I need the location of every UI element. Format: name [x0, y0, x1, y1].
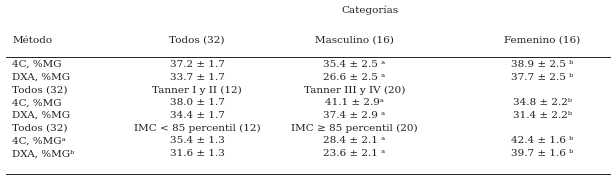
Text: 42.4 ± 1.6 ᵇ: 42.4 ± 1.6 ᵇ: [511, 136, 573, 146]
Text: 37.2 ± 1.7: 37.2 ± 1.7: [169, 60, 225, 69]
Text: 39.7 ± 1.6 ᵇ: 39.7 ± 1.6 ᵇ: [511, 149, 573, 158]
Text: DXA, %MGᵇ: DXA, %MGᵇ: [12, 149, 75, 158]
Text: 26.6 ± 2.5 ᵃ: 26.6 ± 2.5 ᵃ: [323, 73, 386, 82]
Text: 35.4 ± 2.5 ᵃ: 35.4 ± 2.5 ᵃ: [323, 60, 386, 69]
Text: IMC ≥ 85 percentil (20): IMC ≥ 85 percentil (20): [291, 124, 418, 133]
Text: 4C, %MGᵃ: 4C, %MGᵃ: [12, 136, 66, 146]
Text: 41.1 ± 2.9ᵃ: 41.1 ± 2.9ᵃ: [325, 98, 384, 107]
Text: 37.7 ± 2.5 ᵇ: 37.7 ± 2.5 ᵇ: [511, 73, 573, 82]
Text: Categorías: Categorías: [341, 5, 398, 15]
Text: 23.6 ± 2.1 ᵃ: 23.6 ± 2.1 ᵃ: [323, 149, 386, 158]
Text: DXA, %MG: DXA, %MG: [12, 111, 70, 120]
Text: 31.4 ± 2.2ᵇ: 31.4 ± 2.2ᵇ: [513, 111, 572, 120]
Text: 4C, %MG: 4C, %MG: [12, 60, 62, 69]
Text: IMC < 85 percentil (12): IMC < 85 percentil (12): [134, 124, 261, 133]
Text: 37.4 ± 2.9 ᵃ: 37.4 ± 2.9 ᵃ: [323, 111, 386, 120]
Text: 31.6 ± 1.3: 31.6 ± 1.3: [169, 149, 225, 158]
Text: 34.8 ± 2.2ᵇ: 34.8 ± 2.2ᵇ: [513, 98, 572, 107]
Text: 33.7 ± 1.7: 33.7 ± 1.7: [169, 73, 225, 82]
Text: Tanner I y II (12): Tanner I y II (12): [152, 86, 242, 95]
Text: 38.9 ± 2.5 ᵇ: 38.9 ± 2.5 ᵇ: [511, 60, 573, 69]
Text: Todos (32): Todos (32): [12, 86, 68, 95]
Text: Masculino (16): Masculino (16): [315, 36, 394, 45]
Text: 34.4 ± 1.7: 34.4 ± 1.7: [169, 111, 225, 120]
Text: 38.0 ± 1.7: 38.0 ± 1.7: [169, 98, 225, 107]
Text: Femenino (16): Femenino (16): [504, 36, 580, 45]
Text: 4C, %MG: 4C, %MG: [12, 98, 62, 107]
Text: 28.4 ± 2.1 ᵃ: 28.4 ± 2.1 ᵃ: [323, 136, 386, 146]
Text: 35.4 ± 1.3: 35.4 ± 1.3: [169, 136, 225, 146]
Text: Todos (32): Todos (32): [169, 36, 225, 45]
Text: Método: Método: [12, 36, 52, 45]
Text: Tanner III y IV (20): Tanner III y IV (20): [304, 86, 405, 95]
Text: Todos (32): Todos (32): [12, 124, 68, 133]
Text: DXA, %MG: DXA, %MG: [12, 73, 70, 82]
